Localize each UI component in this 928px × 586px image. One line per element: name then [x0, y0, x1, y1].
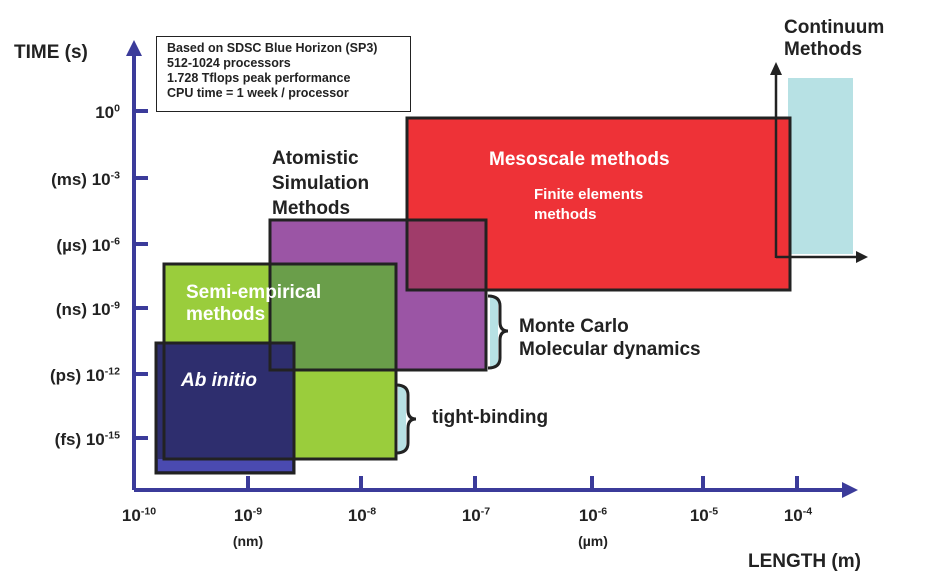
ab-initio-region: [154, 341, 296, 475]
continuum-right-arrowhead: [856, 251, 868, 263]
mesoscale-outline: [405, 116, 792, 292]
monte-carlo-label: Monte Carlo Molecular dynamics: [519, 316, 701, 360]
y-tick-label: (ms) 10-3: [51, 169, 120, 189]
y-tick-label: (ns) 10-9: [55, 299, 120, 319]
x-tick-label: 10-6: [578, 505, 608, 525]
ab-initio-label: Ab initio: [181, 370, 257, 391]
x-unit-label-nm: (nm): [232, 533, 264, 549]
x-unit-label-um: (µm): [578, 533, 608, 549]
x-tick-marks: [246, 476, 799, 490]
overlap-atomistic-mesoscale: [407, 220, 486, 290]
semi-empirical-outline: [162, 262, 398, 461]
x-tick-label: 10-8: [347, 505, 377, 525]
semi-empirical-label: Semi-empirical methods: [186, 282, 322, 325]
y-tick-marks: [134, 109, 148, 440]
tight-binding-bracket-fill: [398, 386, 406, 452]
continuum-label: Continuum Methods: [784, 17, 885, 60]
x-axis-title: LENGTH (m): [748, 551, 861, 572]
atomistic-outline: [268, 218, 488, 372]
x-tick-label: 10-9: [233, 505, 263, 525]
atomistic-label: Atomistic Simulation Methods: [272, 148, 370, 219]
x-tick-label: 10-10: [121, 505, 157, 525]
x-tick-label: 10-5: [689, 505, 719, 525]
tight-binding-label: tight-binding: [432, 407, 549, 428]
info-box: Based on SDSC Blue Horizon (SP3) 512-102…: [156, 36, 411, 112]
tight-binding-bracket: [395, 383, 417, 455]
continuum-up-arrowhead: [770, 62, 782, 75]
info-line: 512-1024 processors: [167, 56, 291, 70]
x-axis-arrowhead: [842, 482, 858, 498]
monte-carlo-bracket-fill: [490, 297, 498, 367]
mesoscale-sub-label: Finite elements methods: [534, 186, 644, 223]
y-axis-arrowhead: [126, 40, 142, 56]
ab-initio-outline: [154, 341, 296, 475]
mesoscale-title: Mesoscale methods: [489, 149, 670, 170]
y-axis-title: TIME (s): [14, 42, 88, 63]
monte-carlo-bracket: [487, 294, 509, 370]
x-tick-label: 10-4: [783, 505, 813, 525]
continuum-region: [788, 78, 853, 254]
info-line: CPU time = 1 week / processor: [167, 86, 349, 100]
y-tick-label: (ps) 10-12: [49, 365, 120, 385]
info-line: Based on SDSC Blue Horizon (SP3): [167, 41, 378, 55]
y-tick-label: 100: [95, 102, 120, 122]
info-line: 1.728 Tflops peak performance: [167, 71, 351, 85]
x-tick-label: 10-7: [461, 505, 491, 525]
y-tick-label: (fs) 10-15: [54, 429, 120, 449]
y-tick-label: (µs) 10-6: [56, 235, 120, 255]
ab-initio-bottom-band: [158, 459, 292, 471]
